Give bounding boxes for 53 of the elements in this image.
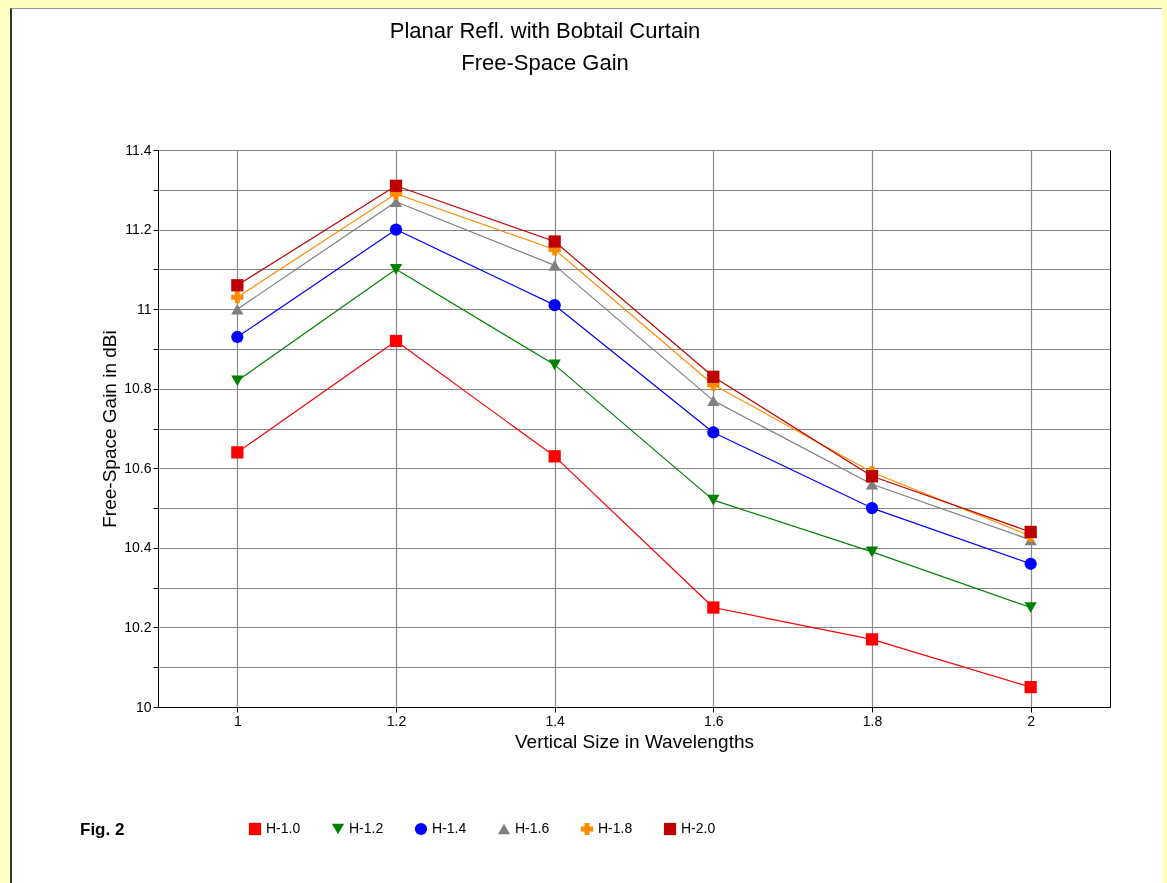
point xyxy=(865,546,879,558)
y-tick-label: 10 xyxy=(135,698,152,715)
point xyxy=(231,279,244,292)
point xyxy=(707,601,720,614)
x-tick-label: 1.8 xyxy=(862,712,883,729)
point xyxy=(389,223,403,236)
caption: Fig. 2 xyxy=(80,820,125,840)
point xyxy=(231,375,244,387)
y-tick-label: 11.2 xyxy=(125,221,152,238)
y-tick-label: 10.6 xyxy=(124,459,152,476)
point xyxy=(1024,680,1037,694)
y-tick-label: 10.8 xyxy=(124,380,152,397)
y-tick-label: 11.4 xyxy=(125,141,152,158)
point xyxy=(707,370,720,383)
point xyxy=(1024,557,1037,570)
y-tick-label: 11 xyxy=(136,300,152,317)
point xyxy=(707,426,720,439)
chart-subtitle: Free-Space Gain xyxy=(461,50,629,75)
legend-label: H-1.8 xyxy=(598,820,633,836)
point xyxy=(231,291,244,304)
point xyxy=(548,359,561,371)
legend-label: H-2.0 xyxy=(681,820,716,836)
point xyxy=(707,494,720,506)
legend-label: H-1.4 xyxy=(432,820,467,836)
legend-label: H-1.2 xyxy=(349,820,384,836)
y-axis-title: Free-Space Gain in dBi xyxy=(99,330,121,528)
point xyxy=(548,235,561,248)
point xyxy=(1024,525,1037,539)
x-tick-label: 1 xyxy=(233,712,242,729)
point xyxy=(548,299,561,312)
x-axis-title: Vertical Size in Wavelengths xyxy=(514,730,755,752)
point xyxy=(548,450,561,463)
point xyxy=(389,334,403,348)
point xyxy=(548,260,561,271)
point xyxy=(231,446,244,459)
y-tick-label: 10.4 xyxy=(124,539,152,556)
point xyxy=(389,179,403,192)
x-tick-label: 2 xyxy=(1027,712,1036,729)
point xyxy=(865,501,879,515)
point xyxy=(389,264,403,275)
point xyxy=(865,470,879,483)
point xyxy=(865,633,879,646)
x-tick-label: 1.6 xyxy=(704,712,724,729)
legend-label: H-1.0 xyxy=(266,820,301,836)
point xyxy=(231,303,244,315)
point xyxy=(707,395,720,406)
x-tick-label: 1.4 xyxy=(545,712,566,729)
x-tick-label: 1.2 xyxy=(386,712,407,729)
y-tick-label: 10.2 xyxy=(124,618,152,635)
chart-title: Planar Refl. with Bobtail Curtain xyxy=(389,18,701,43)
point xyxy=(231,330,244,344)
legend-label: H-1.6 xyxy=(515,820,550,836)
point xyxy=(1024,602,1037,613)
